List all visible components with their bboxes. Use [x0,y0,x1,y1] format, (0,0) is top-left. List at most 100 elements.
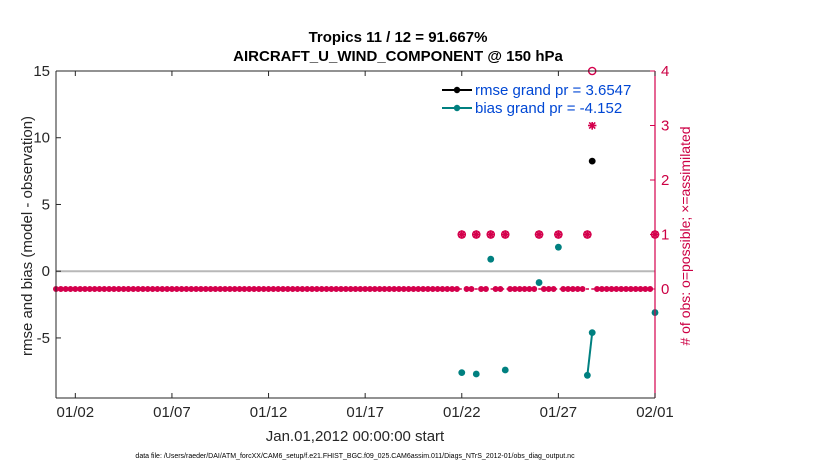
chart-subtitle: AIRCRAFT_U_WIND_COMPONENT @ 150 hPa [233,48,563,65]
obs-zero-marker [67,285,74,292]
chart-title: Tropics 11 / 12 = 91.667% [309,29,488,46]
x-tick-label: 01/02 [57,404,95,421]
obs-zero-marker [400,285,407,292]
obs-zero-marker [574,285,581,292]
star-stroke [588,121,596,130]
obs-assimilated-marker [588,121,597,130]
data-marks [458,157,659,379]
bias-line-segment [586,332,594,376]
legend: rmse grand pr = 3.6547 bias grand pr = -… [440,78,650,122]
y-tick-label: 10 [33,130,50,147]
x-axis-label: Jan.01,2012 00:00:00 start [266,428,445,445]
bias-point [588,329,596,336]
obs-zero-marker [531,285,538,292]
obs-zero-marker [101,285,108,292]
legend-bias-label: bias grand pr = -4.152 [475,100,622,117]
obs-zero-marker [313,285,320,292]
obs-zero-marker [323,285,330,292]
obs-zero-marker [637,285,644,292]
star-stroke [554,230,562,239]
obs-zero-marker [91,285,98,292]
obs-zero-marker [212,285,219,292]
obs-zero-marker [115,285,122,292]
obs-zero-marker [347,285,354,292]
obs-zero-marker [289,285,296,292]
obs-zero-marker [376,285,383,292]
obs-zero-marker [120,285,127,292]
obs-zero-marker [598,285,605,292]
bias-point [472,370,480,378]
obs-zero-marker [444,285,451,292]
obs-zero-marker [357,285,364,292]
obs-zero-marker [565,285,572,292]
obs-zero-marker [246,285,253,292]
obs-zero-marker [550,285,557,292]
data-file-footnote: data file: /Users/raeder/DAI/ATM_forcXX/… [135,453,575,460]
obs-zero-marker [144,285,151,292]
x-tick-label: 01/07 [153,404,191,421]
obs-zero-marker [507,285,514,292]
x-tick-label: 01/22 [443,404,481,421]
obs-zero-marker [333,285,340,292]
obs-zero-marker [608,285,615,292]
bias-point [583,371,591,379]
obs-zero-marker [299,285,306,292]
star-stroke [535,230,543,239]
x-tick-label: 01/12 [250,404,288,421]
obs-zero-marker [362,285,369,292]
obs-zero-marker [627,285,634,292]
obs-zero-marker [478,285,485,292]
obs-zero-marker [106,285,113,292]
obs-zero-marker [202,285,209,292]
obs-zero-marker [217,285,224,292]
obs-zero-marker [139,285,146,292]
obs-zero-marker [318,285,325,292]
obs-zero-marker [424,285,431,292]
obs-zero-marker [72,285,79,292]
obs-zero-marker [579,285,586,292]
obs-zero-marker [265,285,272,292]
star-stroke [458,230,466,239]
obs-assimilated-marker [534,230,544,239]
obs-zero-marker [251,285,258,292]
obs-zero-marker [642,285,649,292]
obs-zero-marker [342,285,349,292]
obs-zero-marker [613,285,620,292]
obs-assimilated-marker [583,230,592,239]
obs-zero-marker [492,285,499,292]
bias-point [535,279,543,286]
obs-zero-marker [125,285,132,292]
obs-zero-marker [207,285,214,292]
obs-zero-marker [632,285,639,292]
star-stroke [583,230,591,239]
legend-box [440,78,650,122]
star-stroke [472,230,480,239]
obs-zero-marker [569,285,576,292]
obs-zero-marker [439,285,446,292]
axes-group: 01/02 01/07 01/12 01/17 01/22 01/27 02/01 -5 0 5 1… [33,63,673,421]
obs-zero-marker [603,285,610,292]
obs-zero-marker [260,285,267,292]
obs-zero-marker [429,285,436,292]
star-stroke [487,230,495,239]
obs-zero-marker [81,285,88,292]
obs-zero-marker [482,285,489,292]
obs-zero-marker [280,285,287,292]
y-tick-label: -5 [37,330,50,347]
obs-zero-marker [405,285,412,292]
obs-assimilated-marker [554,230,563,239]
obs-zero-marker [284,285,291,292]
obs-zero-marker [57,285,64,292]
obs-zero-marker [449,285,456,292]
bias-point [458,369,466,377]
y-axis-right-label: # of obs: o=possible; ×=assimilated [677,126,693,345]
obs-zero-marker [391,285,398,292]
obs-assimilated-marker [486,230,495,239]
rmse-point [588,157,596,165]
obs-count-marks [53,66,660,292]
obs-zero-marker [420,285,427,292]
obs-zero-marker [110,285,117,292]
obs-zero-marker [62,285,69,292]
obs-zero-marker [96,285,103,292]
